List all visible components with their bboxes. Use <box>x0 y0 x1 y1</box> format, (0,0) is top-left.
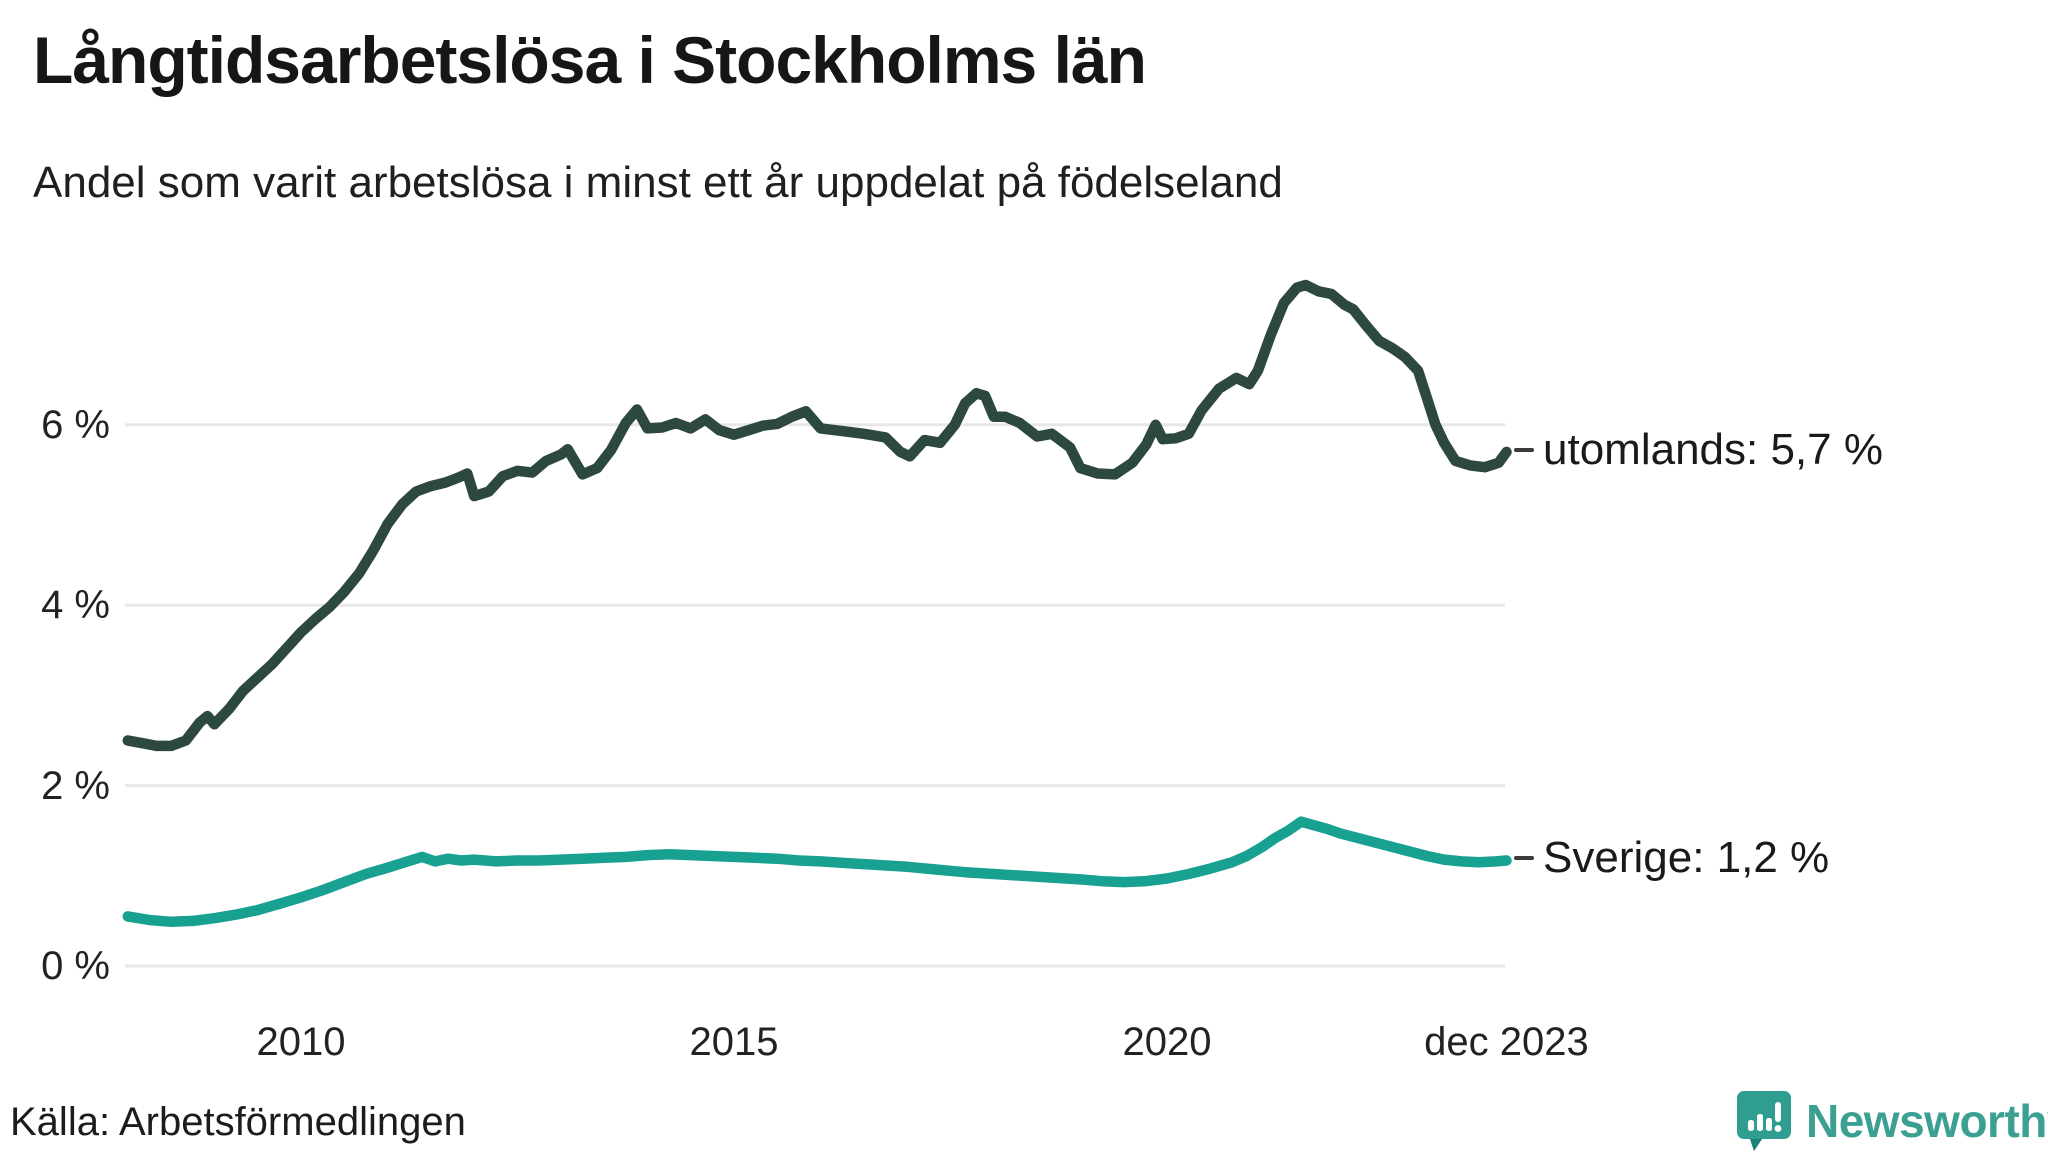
logo-wordmark: Newsworthy <box>1806 1095 2048 1147</box>
series-label-text: utomlands: 5,7 % <box>1543 424 1883 474</box>
x-axis-label-dec-2023: dec 2023 <box>1424 1020 1589 1064</box>
page-title: Långtidsarbetslösa i Stockholms län <box>33 23 1147 97</box>
x-axis-label-2020: 2020 <box>1122 1020 1212 1064</box>
series-label-sverige: Sverige: 1,2 % <box>1514 833 1829 883</box>
newsworthy-speech-bubble-chart-icon <box>1737 1091 1791 1151</box>
newsworthy-logo: Newsworthy <box>1736 1090 2048 1152</box>
y-axis-label-2: 2 % <box>41 763 110 808</box>
label-tick-dash <box>1514 856 1534 861</box>
series-label-utomlands: utomlands: 5,7 % <box>1514 425 1883 475</box>
chart-subtitle: Andel som varit arbetslösa i minst ett å… <box>33 158 1283 207</box>
y-axis-label-0: 0 % <box>41 944 110 988</box>
series-label-text: Sverige: 1,2 % <box>1543 833 1830 883</box>
source-note: Källa: Arbetsförmedlingen <box>10 1100 466 1144</box>
series-line-sverige <box>122 816 1512 928</box>
series-line-utomlands <box>122 279 1512 752</box>
y-axis-label-4: 4 % <box>41 583 110 628</box>
y-axis-label-6: 6 % <box>41 402 110 447</box>
label-tick-dash <box>1514 447 1534 452</box>
x-axis-label-2015: 2015 <box>689 1020 779 1064</box>
x-axis-label-2010: 2010 <box>256 1020 346 1064</box>
